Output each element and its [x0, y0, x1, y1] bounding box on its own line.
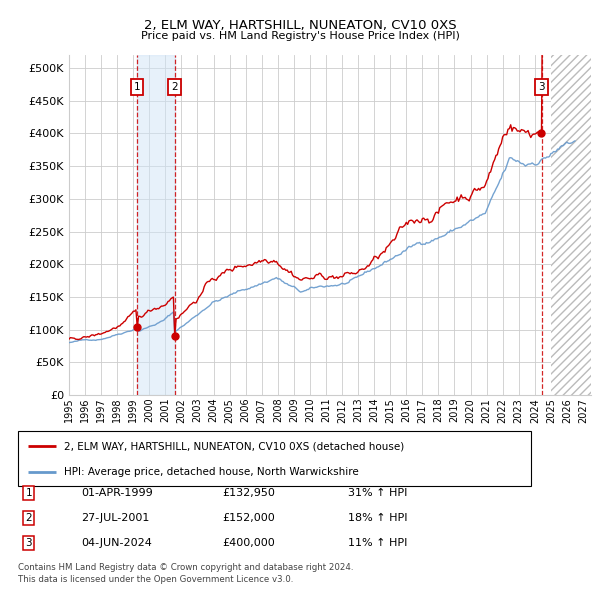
Text: 1: 1 — [25, 488, 32, 498]
Text: Price paid vs. HM Land Registry's House Price Index (HPI): Price paid vs. HM Land Registry's House … — [140, 31, 460, 41]
Bar — [137, 55, 175, 395]
Text: 01-APR-1999: 01-APR-1999 — [81, 488, 153, 498]
Text: 11% ↑ HPI: 11% ↑ HPI — [348, 538, 407, 548]
Text: £152,000: £152,000 — [222, 513, 275, 523]
Text: 18% ↑ HPI: 18% ↑ HPI — [348, 513, 407, 523]
Text: 2: 2 — [171, 82, 178, 92]
Text: 04-JUN-2024: 04-JUN-2024 — [81, 538, 152, 548]
Text: £400,000: £400,000 — [222, 538, 275, 548]
Text: 3: 3 — [538, 82, 545, 92]
Text: This data is licensed under the Open Government Licence v3.0.: This data is licensed under the Open Gov… — [18, 575, 293, 585]
Text: 3: 3 — [25, 538, 32, 548]
Text: Contains HM Land Registry data © Crown copyright and database right 2024.: Contains HM Land Registry data © Crown c… — [18, 563, 353, 572]
Text: 2, ELM WAY, HARTSHILL, NUNEATON, CV10 0XS: 2, ELM WAY, HARTSHILL, NUNEATON, CV10 0X… — [143, 19, 457, 32]
Text: 2: 2 — [25, 513, 32, 523]
Text: 1: 1 — [134, 82, 140, 92]
Text: 27-JUL-2001: 27-JUL-2001 — [81, 513, 149, 523]
Text: HPI: Average price, detached house, North Warwickshire: HPI: Average price, detached house, Nort… — [64, 467, 359, 477]
Text: £132,950: £132,950 — [222, 488, 275, 498]
Bar — [551, 55, 591, 395]
Text: 31% ↑ HPI: 31% ↑ HPI — [348, 488, 407, 498]
Text: 2, ELM WAY, HARTSHILL, NUNEATON, CV10 0XS (detached house): 2, ELM WAY, HARTSHILL, NUNEATON, CV10 0X… — [64, 441, 404, 451]
